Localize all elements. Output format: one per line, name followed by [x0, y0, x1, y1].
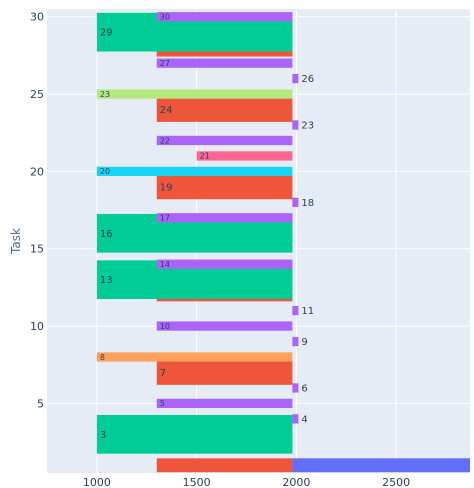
bar-label: 18: [301, 198, 314, 209]
bar-task-8: [96, 352, 293, 362]
bar-label: 13: [100, 275, 113, 286]
bar-label: 4: [301, 414, 307, 425]
bar-label: 27: [160, 59, 170, 68]
x-tick-label: 1500: [183, 476, 211, 488]
bar-label: 14: [160, 260, 170, 269]
bar-task-1: [156, 458, 293, 473]
bar-label: 26: [301, 74, 314, 85]
bar-task-23: [292, 120, 299, 130]
bar-task-3: [96, 415, 293, 454]
bar-label: 6: [301, 383, 307, 394]
bar-label: 29: [100, 28, 113, 39]
bar-label: 19: [160, 182, 173, 193]
bar-labels: 3 4 5 6 7 8 9 10 11 13 14 16 17 18 19 20 21 22 23 24 23 26 27 2…: [100, 13, 314, 441]
bar-label: 11: [301, 306, 314, 317]
bar-label: 7: [160, 368, 166, 379]
bar-label: 21: [200, 152, 210, 161]
bar-label: 8: [100, 353, 105, 362]
y-tick-label: 10: [30, 320, 44, 333]
bar-label: 24: [160, 105, 173, 116]
bar-task-18: [292, 197, 299, 207]
bar-label: 3: [100, 430, 106, 441]
bar-label: 20: [100, 167, 110, 176]
bar-task-25: [96, 89, 293, 99]
bar-label: 30: [160, 13, 170, 22]
bar-task-27: [156, 58, 293, 68]
bar-task-21: [196, 151, 293, 161]
bar-task-5: [156, 398, 293, 409]
bar-task-1: [292, 458, 470, 473]
bar-task-26: [292, 73, 299, 84]
y-axis-title: Task: [9, 228, 23, 255]
bar-task-20: [96, 166, 293, 177]
y-tick-label: 30: [30, 11, 44, 24]
bar-task-22: [156, 135, 293, 146]
y-axis-ticks: 5 10 15 20 25 30: [30, 11, 44, 411]
x-tick-label: 1000: [83, 476, 111, 488]
bar-task-24: [156, 97, 293, 122]
bar-label: 23: [301, 121, 314, 132]
bar-label: 22: [160, 136, 170, 145]
bar-task-19: [156, 174, 293, 200]
y-tick-label: 5: [37, 397, 44, 410]
bar-label: 5: [160, 399, 165, 408]
y-tick-label: 20: [30, 165, 44, 178]
bars: [96, 12, 470, 473]
bar-task-7: [156, 360, 293, 385]
bar-task-11: [292, 305, 299, 316]
bar-label: 16: [100, 229, 113, 240]
bar-task-9: [292, 336, 299, 347]
bar-task-17: [156, 213, 293, 223]
y-tick-label: 15: [30, 243, 44, 256]
bar-label: 10: [160, 322, 170, 331]
bar-label: 17: [160, 214, 170, 223]
bar-label: 9: [301, 337, 307, 348]
x-axis-ticks: 1000 1500 2000 2500: [83, 476, 410, 488]
x-tick-label: 2000: [282, 476, 310, 488]
bar-task-30: [156, 12, 293, 22]
x-tick-label: 2500: [382, 476, 410, 488]
bar-label: 23: [100, 90, 110, 99]
bar-task-14: [156, 259, 293, 269]
bar-task-4: [292, 414, 299, 424]
bar-task-6: [292, 383, 299, 393]
bar-task-27.6: [156, 51, 293, 57]
bar-task-10: [156, 321, 293, 331]
y-tick-label: 25: [30, 88, 44, 101]
